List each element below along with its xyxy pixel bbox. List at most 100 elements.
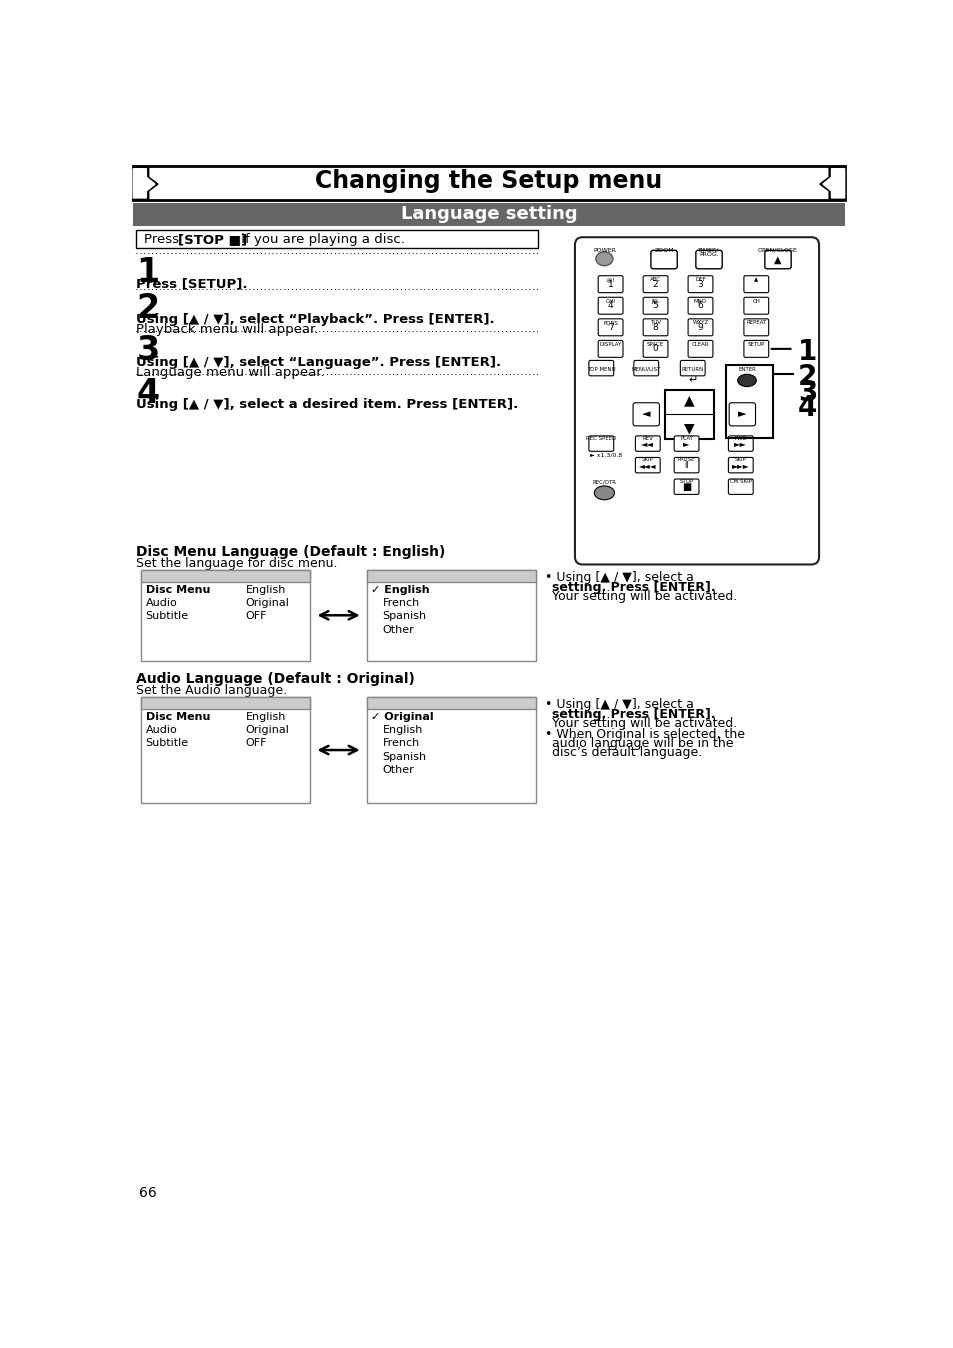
Text: .@!: .@! xyxy=(605,278,615,282)
Text: 3: 3 xyxy=(136,334,159,367)
Bar xyxy=(133,202,843,225)
Text: GHI: GHI xyxy=(605,299,615,303)
Text: 4: 4 xyxy=(607,301,613,310)
FancyBboxPatch shape xyxy=(575,237,819,565)
FancyBboxPatch shape xyxy=(633,360,658,376)
FancyBboxPatch shape xyxy=(674,457,699,473)
FancyBboxPatch shape xyxy=(687,341,712,357)
FancyBboxPatch shape xyxy=(633,403,659,426)
Text: REV: REV xyxy=(641,435,653,441)
Text: setting. Press [ENTER].: setting. Press [ENTER]. xyxy=(551,581,715,593)
Polygon shape xyxy=(133,168,154,198)
Text: ►: ► xyxy=(738,410,746,419)
Bar xyxy=(141,570,310,582)
Text: ZOOM: ZOOM xyxy=(654,248,673,253)
Text: DEF: DEF xyxy=(695,278,705,282)
Text: □ Language: □ Language xyxy=(145,572,220,581)
Text: ►►: ►► xyxy=(734,439,746,448)
Text: 2: 2 xyxy=(136,293,159,325)
Bar xyxy=(367,570,536,661)
Text: 4: 4 xyxy=(798,394,817,422)
Text: WXYZ: WXYZ xyxy=(692,321,708,325)
Text: Set the Audio language.: Set the Audio language. xyxy=(136,683,287,697)
Text: Audio: Audio xyxy=(146,599,177,608)
Bar xyxy=(136,229,537,248)
Text: MENU/LIST: MENU/LIST xyxy=(631,367,660,372)
Polygon shape xyxy=(822,168,843,198)
Text: Changing the Setup menu: Changing the Setup menu xyxy=(315,170,661,194)
Text: PAUSE: PAUSE xyxy=(677,457,695,462)
Text: Your setting will be activated.: Your setting will be activated. xyxy=(551,717,736,729)
Bar xyxy=(141,570,310,661)
Text: Set the language for disc menu.: Set the language for disc menu. xyxy=(136,557,337,570)
Text: Your setting will be activated.: Your setting will be activated. xyxy=(551,590,736,603)
Text: MNO: MNO xyxy=(693,299,706,303)
FancyBboxPatch shape xyxy=(764,251,790,268)
Bar xyxy=(141,697,310,709)
Bar xyxy=(725,365,772,438)
FancyBboxPatch shape xyxy=(642,276,667,293)
FancyBboxPatch shape xyxy=(743,319,768,336)
Text: FWD: FWD xyxy=(734,435,746,441)
Text: Playback menu will appear.: Playback menu will appear. xyxy=(136,324,318,337)
Text: II: II xyxy=(683,461,688,469)
Text: □ Language - Disc Menu: □ Language - Disc Menu xyxy=(371,572,522,581)
Text: 1: 1 xyxy=(136,256,159,288)
Text: REC/OTR: REC/OTR xyxy=(592,479,616,484)
FancyBboxPatch shape xyxy=(588,360,613,376)
Text: JKL: JKL xyxy=(651,299,659,303)
Text: English: English xyxy=(245,712,286,723)
FancyBboxPatch shape xyxy=(588,435,613,452)
Text: 1: 1 xyxy=(607,279,613,288)
Text: 66: 66 xyxy=(138,1186,156,1200)
Text: Press: Press xyxy=(144,233,188,247)
Text: ENTER: ENTER xyxy=(738,367,755,372)
FancyBboxPatch shape xyxy=(598,341,622,357)
Text: Disc Menu Language (Default : English): Disc Menu Language (Default : English) xyxy=(136,545,445,559)
Text: setting. Press [ENTER].: setting. Press [ENTER]. xyxy=(551,708,715,721)
FancyBboxPatch shape xyxy=(743,341,768,357)
Text: Using [▲ / ▼], select a desired item. Press [ENTER].: Using [▲ / ▼], select a desired item. Pr… xyxy=(136,398,518,411)
Text: Original: Original xyxy=(245,599,289,608)
Text: Subtitle: Subtitle xyxy=(146,739,189,748)
Text: ↵: ↵ xyxy=(687,376,697,386)
FancyBboxPatch shape xyxy=(695,251,721,268)
Ellipse shape xyxy=(737,375,756,387)
FancyBboxPatch shape xyxy=(598,276,622,293)
FancyBboxPatch shape xyxy=(687,319,712,336)
Text: REPEAT: REPEAT xyxy=(745,321,765,325)
Text: CH: CH xyxy=(752,299,760,303)
FancyBboxPatch shape xyxy=(650,251,677,268)
Text: 1: 1 xyxy=(798,338,817,365)
FancyBboxPatch shape xyxy=(728,435,753,452)
Text: • Using [▲ / ▼], select a: • Using [▲ / ▼], select a xyxy=(545,698,694,712)
Text: ▲: ▲ xyxy=(683,394,694,407)
Text: 8: 8 xyxy=(652,322,658,332)
Text: ► x1.3/0.8: ► x1.3/0.8 xyxy=(590,453,622,458)
Text: ■: ■ xyxy=(681,481,691,492)
FancyBboxPatch shape xyxy=(728,457,753,473)
Bar xyxy=(141,697,310,803)
Text: • When Original is selected, the: • When Original is selected, the xyxy=(545,728,744,740)
Text: SKIP: SKIP xyxy=(734,457,746,462)
FancyBboxPatch shape xyxy=(728,403,755,426)
Text: Spanish: Spanish xyxy=(382,752,426,762)
Text: OFF: OFF xyxy=(245,739,267,748)
Text: Disc Menu: Disc Menu xyxy=(146,585,210,596)
Text: 5: 5 xyxy=(652,301,658,310)
Text: ►►►: ►►► xyxy=(731,461,749,469)
Text: PQRS: PQRS xyxy=(602,321,618,325)
Text: STOP: STOP xyxy=(679,479,693,484)
Text: Subtitle: Subtitle xyxy=(146,612,189,621)
Text: □ Language - Audio: □ Language - Audio xyxy=(371,698,494,709)
Text: • Using [▲ / ▼], select a: • Using [▲ / ▼], select a xyxy=(545,572,694,585)
Text: French: French xyxy=(382,739,419,748)
Text: ✓ English: ✓ English xyxy=(371,585,429,596)
Text: Audio Language (Default : Original): Audio Language (Default : Original) xyxy=(136,673,415,686)
Bar xyxy=(367,697,536,803)
Text: RETURN: RETURN xyxy=(680,367,703,372)
Text: 2: 2 xyxy=(798,364,817,391)
Text: SKIP: SKIP xyxy=(641,457,653,462)
Text: Other: Other xyxy=(382,624,414,635)
Polygon shape xyxy=(133,166,158,201)
